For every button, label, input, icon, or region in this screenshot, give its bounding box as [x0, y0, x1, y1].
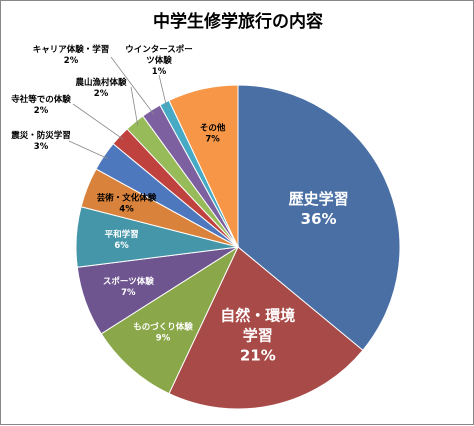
- leader-lines: [68, 56, 168, 160]
- slice-labels: 歴史学習 36% 自然・環境学習 21% ものづくり体験 9% スポーツ体験 7% 平和学習 6%…: [10, 44, 348, 365]
- slice-2-label: 自然・環境学習 21%: [220, 307, 295, 365]
- slice-7-leader-line: [68, 140, 109, 160]
- slice-2: [168, 246, 364, 410]
- slice-8-leader-line: [72, 103, 124, 140]
- slice-4-label: スポーツ体験 7%: [103, 276, 154, 298]
- slice-3-label: ものづくり体験 9%: [133, 322, 193, 344]
- slice-8-label: 寺社等での体験 2%: [11, 94, 71, 116]
- pie-slices: [75, 84, 401, 410]
- slice-11-label: ウインタースポーツ体験 1%: [125, 44, 193, 77]
- slice-7-label: 震災・防災学習 3%: [10, 130, 71, 152]
- slice-1: [237, 84, 401, 351]
- slice-12-label: その他 7%: [200, 123, 226, 145]
- slice-3: [100, 245, 240, 395]
- slice-11-leader-line: [158, 74, 168, 108]
- slice-10-label: キャリア体験・学習 2%: [33, 44, 110, 66]
- slice-6-label: 芸術・文化体験 4%: [97, 192, 157, 214]
- slice-5-label: 平和学習 6%: [105, 229, 139, 251]
- slice-1-label: 歴史学習 36%: [289, 190, 349, 228]
- slice-10-leader-line: [110, 56, 155, 115]
- chart-title: 中学生修学旅行の内容: [153, 11, 323, 32]
- slice-12: [168, 84, 239, 248]
- slice-9-leader-line: [130, 86, 139, 126]
- slice-9-label: 農山漁村体験 2%: [75, 77, 127, 99]
